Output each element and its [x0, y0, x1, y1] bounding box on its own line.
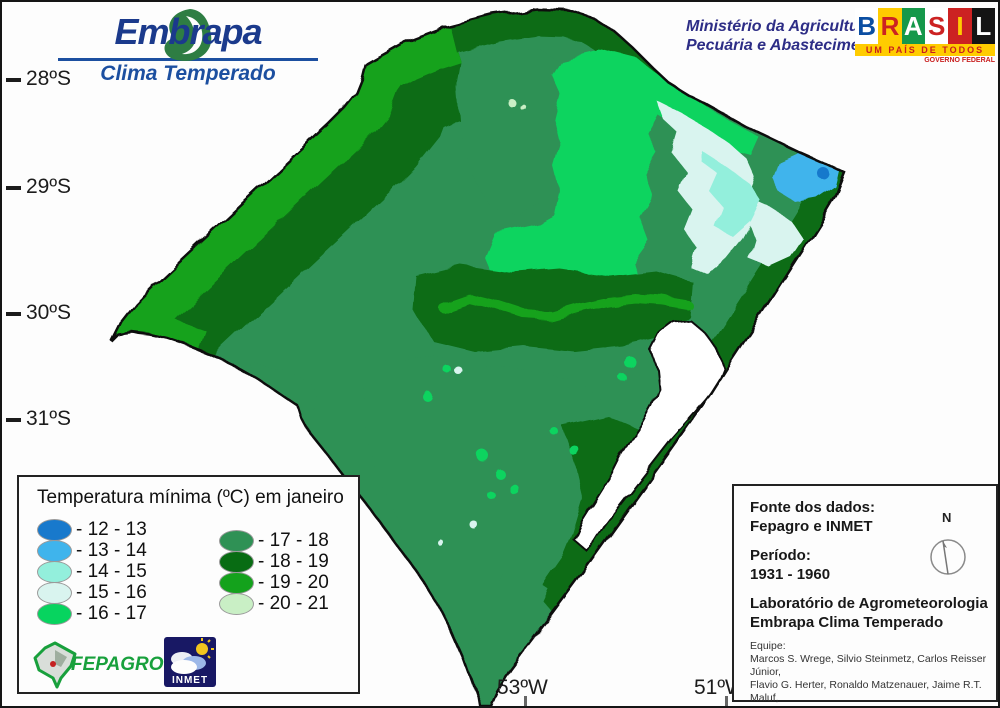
legend-item: - 20 - 21 — [219, 592, 329, 615]
source-label: Fonte dos dados: — [750, 499, 875, 516]
inmet-logo: INMET — [164, 637, 216, 687]
lat-label-29s: 29ºS — [26, 175, 72, 198]
embrapa-wordmark: Embrapa — [114, 11, 262, 52]
legend-item: - 13 - 14 — [37, 539, 147, 562]
info-box: Fonte dos dados: Fepagro e INMET Período… — [732, 484, 998, 706]
region-19-20-river-valley — [437, 293, 693, 321]
team-label: Equipe: — [750, 640, 786, 652]
lat-tick-28s — [6, 78, 21, 82]
fepagro-state-icon — [33, 641, 77, 689]
legend-item: - 19 - 20 — [219, 571, 329, 594]
brasil-letters: B R A S I L — [855, 8, 995, 44]
period-value: 1931 - 1960 — [750, 566, 831, 583]
ministry-text: Ministério da Agricultura, Pecuária e Ab… — [686, 17, 885, 55]
legend-swatch-15-16 — [37, 581, 72, 604]
region-17-18-north-pocket — [457, 48, 563, 216]
fepagro-wordmark: FEPAGRO — [71, 654, 164, 675]
period-label: Período: — [750, 547, 811, 564]
legend-item: - 17 - 18 — [219, 529, 329, 552]
legend-column-left: - 12 - 13 - 13 - 14 - 14 - 15 - 15 - 16 … — [37, 518, 147, 625]
legend-swatch-17-18 — [219, 529, 254, 552]
legend-swatch-18-19 — [219, 550, 254, 573]
lon-tick-53w — [524, 696, 527, 706]
legend-swatch-13-14 — [37, 539, 72, 562]
ministry-line1: Ministério da Agricultura, — [686, 18, 879, 35]
legend-swatch-14-15 — [37, 560, 72, 583]
ministry-line2: Pecuária e Abastecimento — [686, 37, 885, 54]
lat-label-28s: 28ºS — [26, 67, 72, 90]
lat-label-31s: 31ºS — [26, 407, 72, 430]
legend-swatch-12-13 — [37, 518, 72, 541]
source-value: Fepagro e INMET — [750, 518, 873, 535]
team-line3: Solismar Damé Prestes — [750, 705, 996, 706]
inmet-wordmark: INMET — [171, 675, 209, 686]
lab-line1: Laboratório de Agrometeorologia — [750, 595, 988, 612]
region-20-21-speck — [507, 98, 515, 106]
legend-box: Temperatura mínima (ºC) em janeiro - 12 … — [17, 475, 360, 694]
legend-swatch-19-20 — [219, 571, 254, 594]
region-17-18-south — [363, 356, 603, 650]
region-20-21-speck — [520, 104, 526, 110]
lon-tick-51w — [725, 696, 728, 706]
compass-icon — [930, 539, 966, 575]
embrapa-logo: Embrapa Clima Temperado — [54, 6, 322, 88]
compass: N — [918, 510, 978, 591]
legend-item: - 16 - 17 — [37, 602, 147, 625]
region-15-16-east-lobe — [747, 197, 803, 267]
legend-item: - 14 - 15 — [37, 560, 147, 583]
team-line1: Marcos S. Wrege, Silvio Steinmetz, Carlo… — [750, 653, 987, 678]
state-outline — [110, 7, 847, 706]
legend-item: - 18 - 19 — [219, 550, 329, 573]
region-14-15-northeast — [701, 151, 761, 237]
region-15-16-specks — [437, 367, 476, 545]
lat-tick-29s — [6, 186, 21, 190]
legend-item: - 12 - 13 — [37, 518, 147, 541]
legend-swatch-16-17 — [37, 602, 72, 625]
lab-line2: Embrapa Clima Temperado — [750, 614, 944, 631]
lat-tick-31s — [6, 418, 21, 422]
lat-tick-30s — [6, 312, 21, 316]
compass-north-label: N — [942, 510, 952, 525]
brasil-tagline: UM PAÍS DE TODOS — [855, 44, 995, 56]
state-map-group — [110, 7, 847, 706]
fepagro-logo: FEPAGRO — [31, 640, 164, 690]
region-18-19-central-band — [414, 266, 692, 351]
legend-swatch-20-21 — [219, 592, 254, 615]
brasil-governo-federal: GOVERNO FEDERAL — [924, 57, 995, 64]
legend-title: Temperatura mínima (ºC) em janeiro — [37, 487, 344, 508]
region-13-14-patch — [772, 151, 840, 203]
region-12-13-dot — [817, 167, 829, 179]
inmet-icon — [171, 638, 214, 674]
lon-label-53w: 53ºW — [497, 676, 548, 699]
brasil-governo-logo: B R A S I L UM PAÍS DE TODOS GOVERNO FED… — [855, 8, 995, 65]
region-16-17-northeast — [484, 50, 759, 321]
embrapa-leaf-icon — [164, 9, 212, 62]
lat-label-30s: 30ºS — [26, 301, 72, 324]
legend-item: - 15 - 16 — [37, 581, 147, 604]
team-line2: Flavio G. Herter, Ronaldo Matzenauer, Ja… — [750, 679, 982, 704]
legend-column-right: - 17 - 18 - 18 - 19 - 19 - 20 - 20 - 21 — [219, 529, 329, 615]
embrapa-subtitle: Clima Temperado — [100, 62, 276, 85]
